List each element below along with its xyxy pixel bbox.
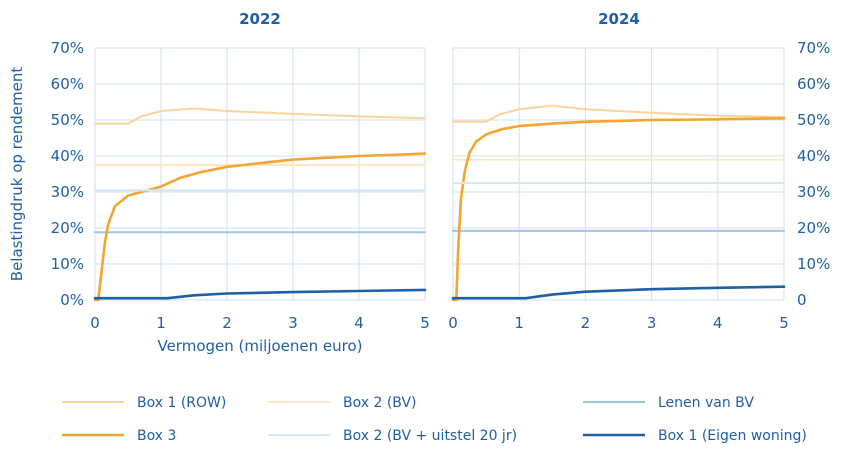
series-line-box-1-eigen-woning (451, 285, 786, 300)
series-lines (93, 107, 427, 302)
x-tick-label: 2 (581, 314, 591, 332)
legend-item: Box 1 (ROW) (62, 395, 226, 411)
series-lines (451, 104, 786, 302)
x-axis-label: Vermogen (miljoenen euro) (157, 337, 362, 355)
series-line-box-1-eigen-woning (93, 288, 427, 300)
x-tick-label: 1 (514, 314, 524, 332)
panel-title: 2024 (598, 10, 640, 28)
x-tick-label: 5 (779, 314, 789, 332)
legend-label: Box 2 (BV) (343, 395, 417, 411)
x-tick-label: 5 (420, 314, 430, 332)
series-line-box-1-row (94, 107, 426, 125)
y-axis-label: Belastingdruk op rendement (8, 67, 26, 282)
x-tick-label: 4 (713, 314, 723, 332)
y-tick-label: 0% (60, 291, 84, 309)
y-tick-label: 10% (797, 255, 830, 273)
x-tick-label: 0 (90, 314, 100, 332)
y-tick-label: 20% (51, 219, 84, 237)
y-tick-label: 30% (51, 183, 84, 201)
series-line-box-1-row (452, 104, 785, 123)
legend-item: Lenen van BV (583, 395, 754, 411)
y-tick-label: 50% (797, 111, 830, 129)
y-tick-label: 20% (797, 219, 830, 237)
y-tick-label: 60% (51, 75, 84, 93)
chart-legend: Box 1 (ROW) Box 2 (BV) Lenen van BV Box 3 Bo… (62, 395, 807, 444)
legend-label: Box 1 (ROW) (137, 395, 226, 411)
legend-label: Box 3 (137, 428, 176, 444)
legend-item: Box 2 (BV) (268, 395, 417, 411)
y-tick-label: 10% (51, 255, 84, 273)
x-tick-label: 3 (647, 314, 657, 332)
panel-2022: 0 1 2 3 4 50%10%20%30%40%50%60%70%2022Vermoge… (8, 10, 430, 355)
chart-panels: 0 1 2 3 4 50%10%20%30%40%50%60%70%2022Vermoge… (8, 10, 830, 355)
legend-item: Box 3 (62, 428, 176, 444)
x-tick-label: 4 (354, 314, 364, 332)
plot-area (94, 47, 426, 301)
panel-title: 2022 (239, 10, 281, 28)
y-tick-label: 40% (51, 147, 84, 165)
series-line-box-3 (451, 116, 786, 302)
plot-area (452, 47, 785, 301)
series-line-box-3 (93, 152, 427, 302)
x-tick-label: 2 (222, 314, 232, 332)
y-tick-label: 70% (51, 39, 84, 57)
x-tick-label: 3 (288, 314, 298, 332)
y-tick-label: 0 (797, 291, 807, 309)
y-tick-label: 70% (797, 39, 830, 57)
legend-item: Box 2 (BV + uitstel 20 jr) (268, 428, 517, 444)
x-tick-label: 0 (448, 314, 458, 332)
legend-label: Box 1 (Eigen woning) (658, 428, 807, 444)
y-tick-label: 50% (51, 111, 84, 129)
legend-label: Box 2 (BV + uitstel 20 jr) (343, 428, 517, 444)
y-tick-label: 60% (797, 75, 830, 93)
y-tick-label: 40% (797, 147, 830, 165)
legend-label: Lenen van BV (658, 395, 754, 411)
y-tick-label: 30% (797, 183, 830, 201)
x-tick-label: 1 (156, 314, 166, 332)
legend-item: Box 1 (Eigen woning) (583, 428, 807, 444)
